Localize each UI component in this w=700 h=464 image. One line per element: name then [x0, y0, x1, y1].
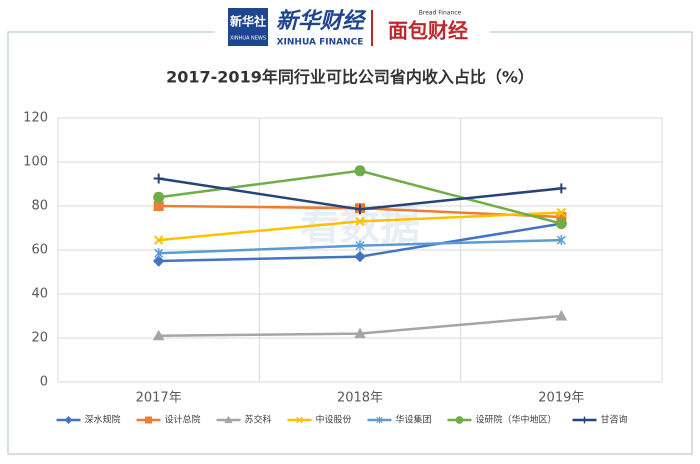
y-tick-label: 80: [31, 199, 48, 214]
marker: [145, 416, 153, 424]
x-tick-label: 2019年: [538, 391, 584, 406]
marker: [354, 165, 366, 177]
y-tick-label: 60: [31, 243, 48, 258]
y-tick-label: 40: [31, 287, 48, 302]
marker: [354, 250, 366, 263]
marker: [152, 255, 165, 267]
marker: [153, 173, 164, 184]
marker: [556, 235, 566, 246]
marker: [296, 416, 303, 424]
y-tick-label: 0: [40, 375, 48, 390]
legend-label: 甘咨询: [601, 414, 628, 426]
chart-title: 2017-2019年同行业可比公司省内收入占比（%）: [166, 68, 534, 87]
xinhua-logo-sub: XINHUA NEWS: [230, 36, 266, 42]
marker: [556, 207, 567, 218]
y-tick-label: 20: [31, 331, 48, 346]
marker: [153, 191, 165, 203]
brand: 新华财经: [276, 8, 367, 34]
marker: [376, 416, 383, 424]
marker: [153, 201, 164, 211]
brand-en: XINHUA FINANCE: [277, 38, 364, 48]
xinhua-logo: [228, 8, 268, 46]
marker: [355, 204, 365, 215]
legend-label: 中设股份: [316, 414, 352, 426]
legend-label: 苏交科: [245, 414, 272, 426]
marker: [556, 183, 567, 194]
x-tick-label: 2018年: [337, 391, 383, 406]
legend-label: 设研院（华中地区）: [476, 414, 557, 426]
marker: [154, 248, 164, 259]
legend-label: 华设集团: [396, 414, 432, 426]
y-tick-label: 120: [23, 111, 48, 126]
marker: [153, 235, 164, 245]
marker: [355, 216, 365, 227]
marker: [580, 416, 588, 424]
x-tick-label: 2017年: [136, 391, 182, 406]
marker: [455, 416, 464, 424]
marker: [555, 218, 567, 230]
xinhua-logo-text: 新华社: [230, 14, 266, 29]
marker: [224, 415, 233, 424]
legend-label: 深水规院: [85, 414, 121, 426]
marker: [152, 329, 165, 341]
partner-en: Bread Finance: [419, 10, 462, 17]
partner: 面包财经: [388, 19, 468, 43]
marker: [555, 309, 568, 321]
marker: [355, 240, 365, 251]
marker: [64, 416, 73, 424]
y-tick-label: 100: [23, 155, 48, 170]
legend-label: 设计总院: [165, 414, 201, 426]
marker: [354, 327, 366, 339]
